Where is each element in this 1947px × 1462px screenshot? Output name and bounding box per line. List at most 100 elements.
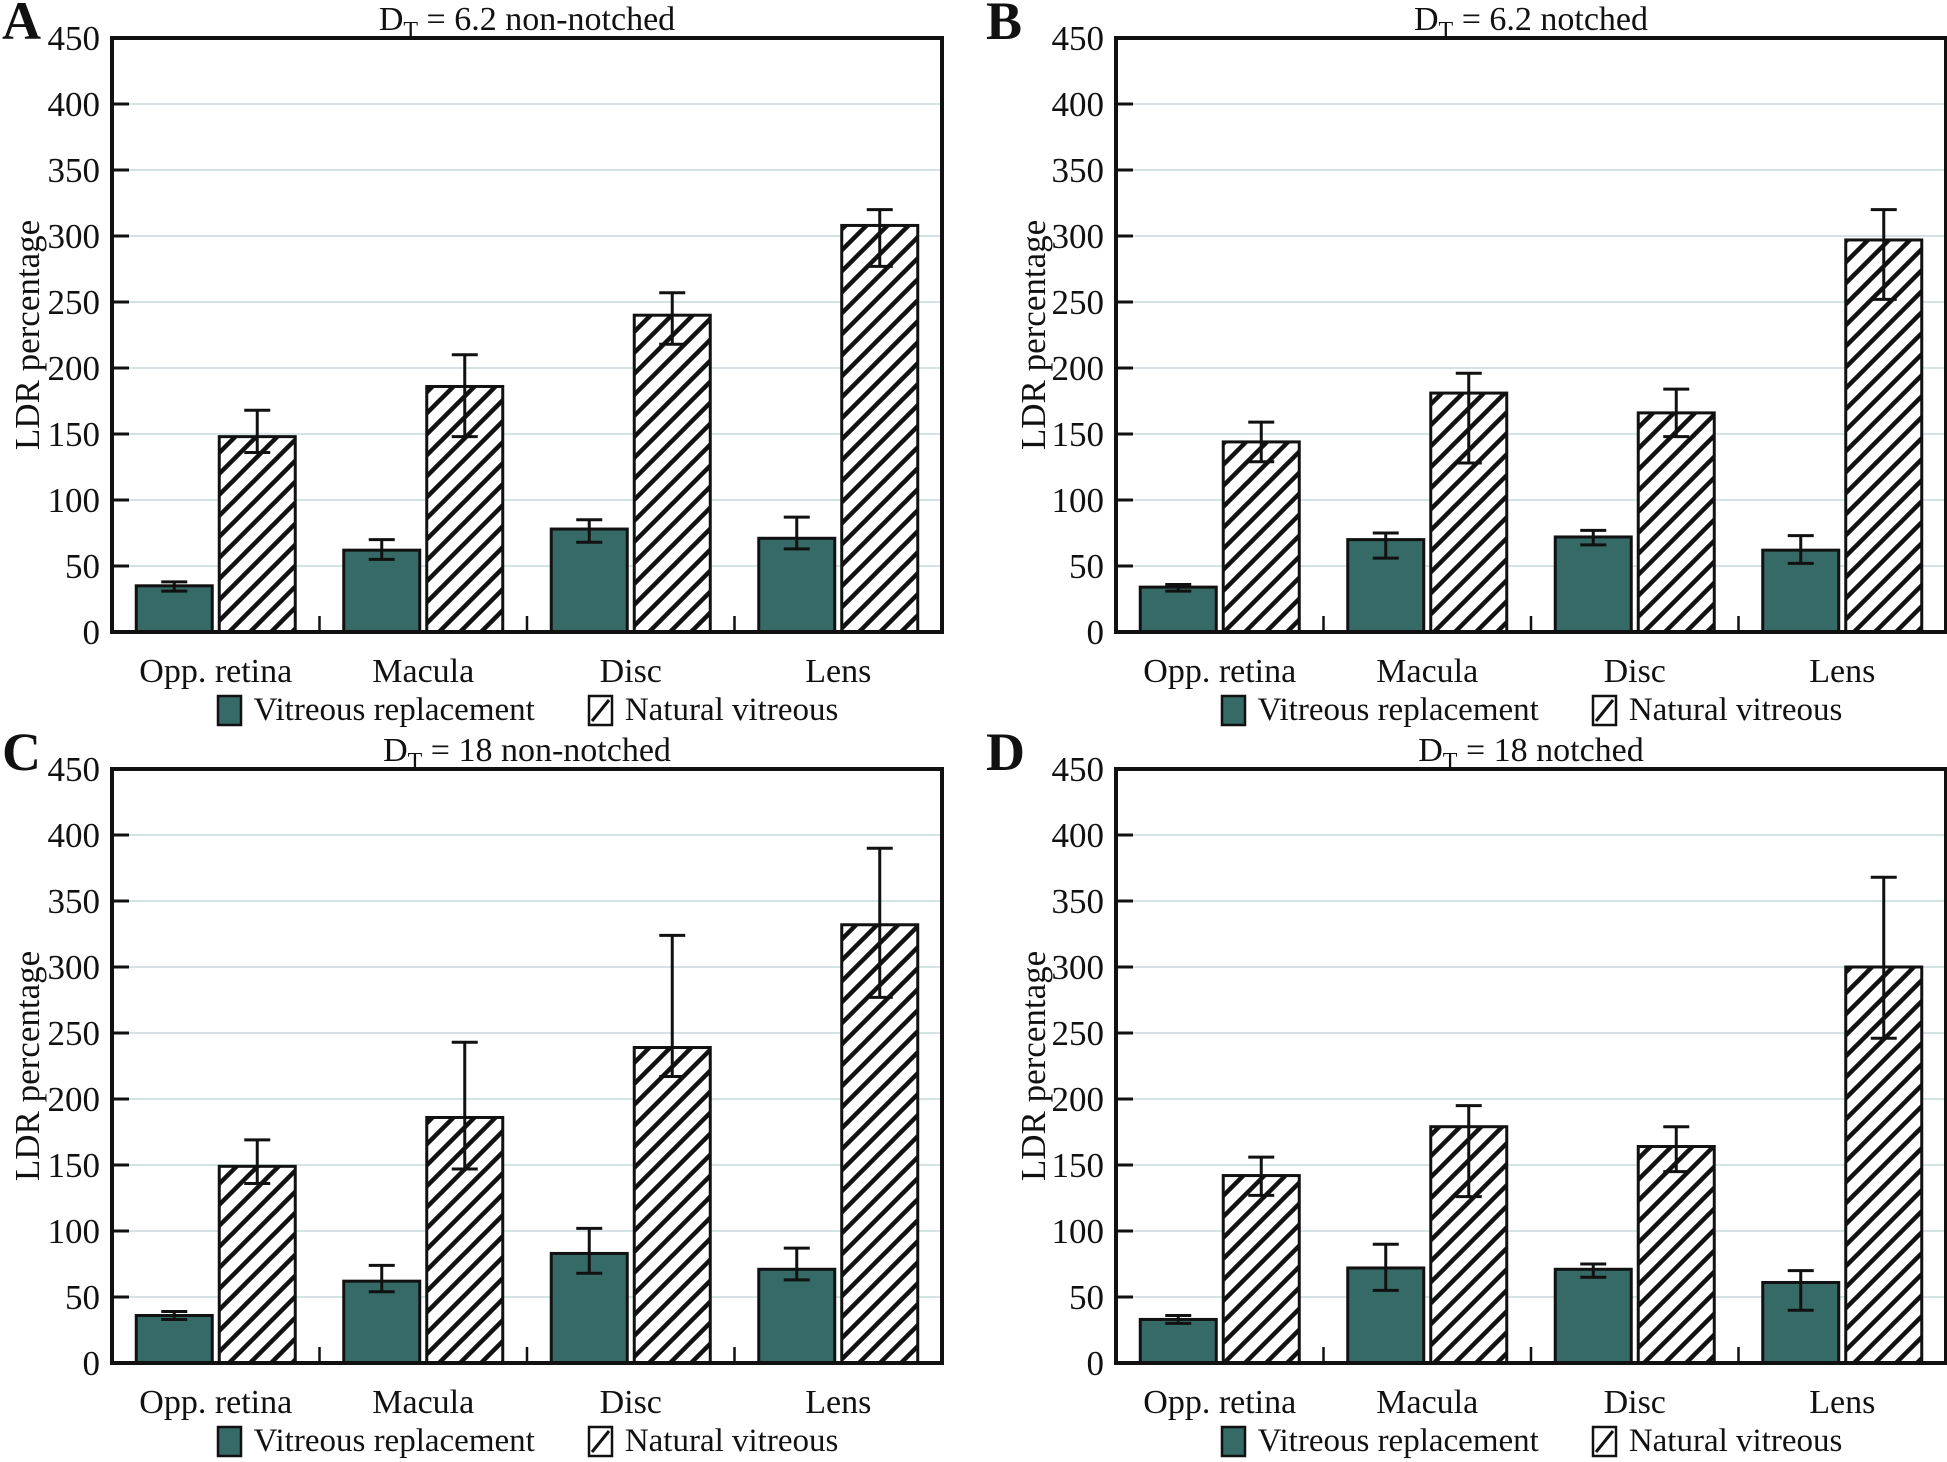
y-tick-label: 250 [1052,1014,1105,1053]
y-tick-label: 400 [48,85,101,124]
x-category-label: Disc [600,653,662,690]
bar-vitreous-replacement [134,1313,214,1365]
y-tick-label: 50 [1069,1278,1104,1317]
legend-label: Vitreous replacement [253,1423,535,1459]
panel-d: D DT = 18 notched LDR percentage 0 50 100 1… [974,722,1947,1462]
plot-border [1114,767,1947,1365]
bar-natural-vitreous [1844,238,1924,634]
y-tick-label: 0 [83,1344,101,1383]
y-tick-label: 200 [1052,349,1105,388]
bar-chart: 0 50 100 150 200 250 300 350 400 450 Opp. retina Ma… [48,19,944,690]
title-base: D [378,1,404,38]
legend-item-natural-vitreous: Natural vitreous [1591,692,1843,729]
y-tick-label: 450 [1052,19,1105,58]
y-tick-label: 150 [1052,1146,1105,1185]
y-tick-label: 250 [48,1014,101,1053]
y-tick-label: 350 [48,151,101,190]
y-tick-label: 50 [65,547,100,586]
legend-item-vitreous-replacement: Vitreous replacement [216,1423,535,1460]
title-rest: = 18 non-notched [422,732,671,769]
y-tick-label: 300 [1052,948,1105,987]
y-tick-label: 50 [65,1278,100,1317]
panel-title: DT = 6.2 non-notched [112,0,942,44]
bar-vitreous-replacement [757,536,837,634]
y-tick-label: 100 [1052,1212,1105,1251]
x-category-label: Disc [1604,1384,1666,1421]
legend-item-vitreous-replacement: Vitreous replacement [1220,692,1539,729]
y-tick-label: 100 [1052,481,1105,520]
legend-label: Vitreous replacement [253,692,535,728]
y-tick-label: 400 [1052,816,1105,855]
solid-swatch-icon [216,1425,242,1458]
x-category-label: Opp. retina [1143,1384,1296,1421]
bar-natural-vitreous [217,435,297,634]
y-tick-label: 100 [48,1212,101,1251]
bar-natural-vitreous [632,313,712,634]
legend: Vitreous replacement Natural vitreous [112,1423,942,1460]
y-tick-label: 150 [1052,415,1105,454]
bar-vitreous-replacement [134,584,214,634]
y-tick-label: 0 [83,613,101,652]
bar-chart: 0 50 100 150 200 250 300 350 400 450 Opp. retina Ma… [1052,19,1947,690]
legend-label: Natural vitreous [624,692,839,728]
x-category-label: Macula [1376,653,1478,690]
legend: Vitreous replacement Natural vitreous [1116,692,1946,729]
y-tick-label: 250 [1052,283,1105,322]
bar-vitreous-replacement [1553,535,1633,634]
y-tick-label: 200 [1052,1080,1105,1119]
bar-natural-vitreous [1636,1145,1716,1365]
y-tick-label: 450 [1052,750,1105,789]
legend-item-natural-vitreous: Natural vitreous [587,692,839,729]
legend: Vitreous replacement Natural vitreous [1116,1423,1946,1460]
y-tick-label: 200 [48,349,101,388]
bar-vitreous-replacement [549,527,629,634]
bar-vitreous-replacement [342,548,422,634]
panel-title: DT = 18 notched [1116,729,1946,775]
x-category-label: Opp. retina [1143,653,1296,690]
panel-letter: C [2,722,41,782]
x-category-label: Disc [1604,653,1666,690]
y-tick-label: 300 [48,217,101,256]
legend-label: Natural vitreous [624,1423,839,1459]
panel-letter: A [2,0,41,51]
y-tick-label: 0 [1087,1344,1105,1383]
y-tick-label: 0 [1087,613,1105,652]
x-category-label: Macula [1376,1384,1478,1421]
title-rest: = 6.2 non-notched [418,1,676,38]
bar-vitreous-replacement [342,1279,422,1365]
plot-border [110,767,944,1365]
bar-natural-vitreous [840,223,920,634]
y-tick-label: 150 [48,415,101,454]
legend-label: Natural vitreous [1628,692,1843,728]
y-tick-label: 350 [1052,882,1105,921]
y-tick-label: 350 [1052,151,1105,190]
legend: Vitreous replacement Natural vitreous [112,692,942,729]
x-category-label: Lens [805,1384,871,1421]
title-rest: = 18 notched [1457,732,1644,769]
panel-b: B DT = 6.2 notched LDR percentage 0 50 100… [974,0,1947,731]
legend-item-vitreous-replacement: Vitreous replacement [1220,1423,1539,1460]
x-category-label: Opp. retina [139,1384,292,1421]
solid-swatch-icon [1220,694,1246,727]
x-category-label: Disc [600,1384,662,1421]
y-tick-label: 350 [48,882,101,921]
bar-natural-vitreous [1221,1174,1301,1365]
legend-label: Natural vitreous [1628,1423,1843,1459]
y-tick-label: 50 [1069,547,1104,586]
x-category-label: Macula [372,1384,474,1421]
bar-natural-vitreous [217,1164,297,1365]
bar-vitreous-replacement [757,1267,837,1365]
legend-item-vitreous-replacement: Vitreous replacement [216,692,535,729]
hatched-swatch-icon [587,1425,614,1458]
hatched-swatch-icon [1591,694,1618,727]
legend-label: Vitreous replacement [1257,692,1539,728]
x-category-label: Opp. retina [139,653,292,690]
y-tick-label: 300 [48,948,101,987]
y-tick-label: 100 [48,481,101,520]
y-tick-label: 250 [48,283,101,322]
panel-letter: B [986,0,1023,51]
y-tick-label: 450 [48,19,101,58]
bar-vitreous-replacement [1138,1317,1218,1365]
y-tick-label: 200 [48,1080,101,1119]
